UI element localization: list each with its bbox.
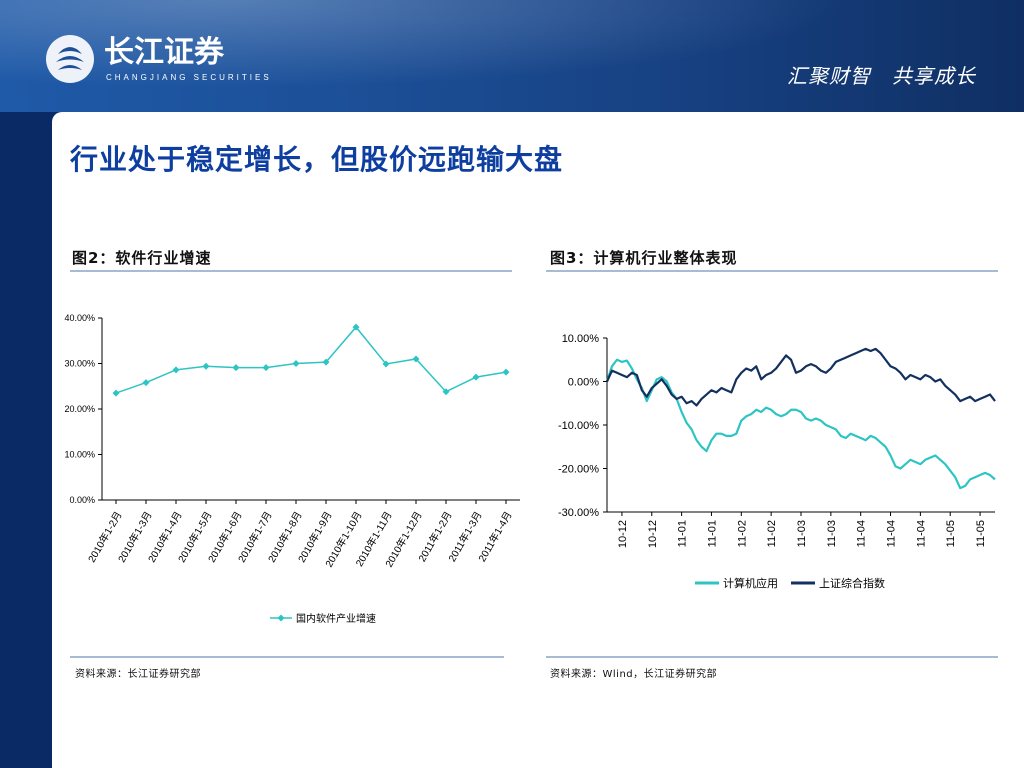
software-growth-chart: 0.00%10.00%20.00%30.00%40.00%2010年1-2月20… [64,313,520,625]
data-point [412,355,420,363]
data-point [442,388,450,396]
y-tick-label: 0.00% [568,377,599,389]
data-point [112,389,120,397]
x-tick-label: 11-03 [826,520,838,547]
x-tick-label: 11-04 [856,520,868,547]
series-line-sse-composite [605,347,996,407]
content-panel [52,112,1024,768]
x-tick-label: 11-01 [706,520,718,547]
logo-cn-text: 长江证券 [104,36,225,69]
y-tick-label: 10.00% [64,450,95,460]
x-tick-label: 11-04 [915,520,927,547]
computer-industry-chart: 10.00% 0.00% -10.00% -20.00% -30.00% 10-12 10-… [558,333,996,590]
y-tick-label: 40.00% [64,313,95,323]
data-point [142,379,150,387]
data-point [202,362,210,370]
header-banner [0,0,1024,112]
legend-label: 计算机应用 [723,576,778,590]
series-line-computer-application [605,358,996,490]
data-point [352,323,360,331]
data-point [292,360,300,367]
data-point [472,373,480,381]
y-tick-label: -10.00% [558,420,599,432]
fig2-caption: 图2：软件行业增速 [72,249,212,267]
y-tick-label: 0.00% [69,495,95,505]
data-point [232,364,240,372]
x-tick-label: 10-12 [617,520,629,548]
series-line-software-growth [115,325,507,394]
data-point [262,364,270,372]
y-tick-label: 30.00% [64,359,95,369]
page-title: 行业处于稳定增长，但股价远跑输大盘 [70,143,564,176]
x-tick-label: 11-04 [886,520,898,547]
y-tick-label: 10.00% [562,333,600,345]
fig3-source: 资料来源：Wlind，长江证券研究部 [550,669,718,680]
fig2-bottom-rule [70,656,504,658]
fig2-top-rule [70,270,512,272]
x-tick-label: 10-12 [647,520,659,548]
x-tick-label: 11-02 [736,520,748,547]
fig2-source: 资料来源：长江证券研究部 [75,669,201,680]
legend-label: 国内软件产业增速 [296,612,376,625]
x-tick-label: 11-05 [945,520,957,547]
x-tick-label: 11-05 [975,520,987,547]
slogan: 汇聚财智 共享成长 [787,64,976,88]
x-tick-label: 11-02 [766,520,778,547]
y-tick-label: -30.00% [558,507,599,519]
y-tick-label: -20.00% [558,464,599,476]
company-logo: 长江证券 CHANGJIANG SECURITIES [46,35,272,83]
data-point [382,360,390,368]
x-tick-label: 11-01 [677,520,689,547]
fig3-caption: 图3：计算机行业整体表现 [550,249,738,267]
data-point [172,366,180,374]
legend-swatch-marker [277,614,285,622]
data-point [502,368,510,376]
data-point [322,358,330,366]
x-tick-label: 11-03 [796,520,808,547]
logo-en-text: CHANGJIANG SECURITIES [106,73,272,82]
fig3-top-rule [546,270,998,272]
fig3-bottom-rule [546,656,998,658]
y-tick-label: 20.00% [64,404,95,414]
legend-label: 上证综合指数 [819,576,885,590]
